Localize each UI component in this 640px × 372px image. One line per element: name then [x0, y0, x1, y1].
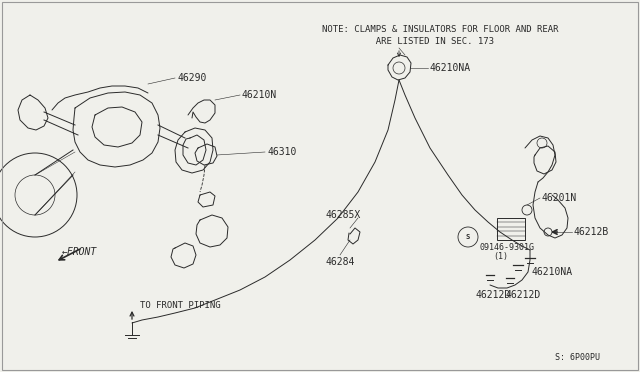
- Text: 46210N: 46210N: [242, 90, 277, 100]
- Text: 46210NA: 46210NA: [532, 267, 573, 277]
- Text: 46310: 46310: [267, 147, 296, 157]
- Text: (1): (1): [493, 251, 508, 260]
- Text: ARE LISTED IN SEC. 173: ARE LISTED IN SEC. 173: [322, 38, 494, 46]
- Text: 46290: 46290: [177, 73, 206, 83]
- Text: 46212B: 46212B: [574, 227, 609, 237]
- Text: 46285X: 46285X: [325, 210, 360, 220]
- Text: S: 6P00PU: S: 6P00PU: [555, 353, 600, 362]
- Text: ←FRONT: ←FRONT: [62, 247, 97, 257]
- Text: 46210NA: 46210NA: [430, 63, 471, 73]
- Text: TO FRONT PIPING: TO FRONT PIPING: [140, 301, 221, 310]
- Text: S: S: [466, 234, 470, 240]
- Bar: [497, 218, 525, 240]
- Text: 46212D: 46212D: [475, 290, 510, 300]
- Text: 46212D: 46212D: [505, 290, 540, 300]
- Text: NOTE: CLAMPS & INSULATORS FOR FLOOR AND REAR: NOTE: CLAMPS & INSULATORS FOR FLOOR AND …: [322, 26, 559, 35]
- Text: 09146-9301G: 09146-9301G: [480, 243, 535, 251]
- Text: 46201N: 46201N: [542, 193, 577, 203]
- Text: 46284: 46284: [325, 257, 355, 267]
